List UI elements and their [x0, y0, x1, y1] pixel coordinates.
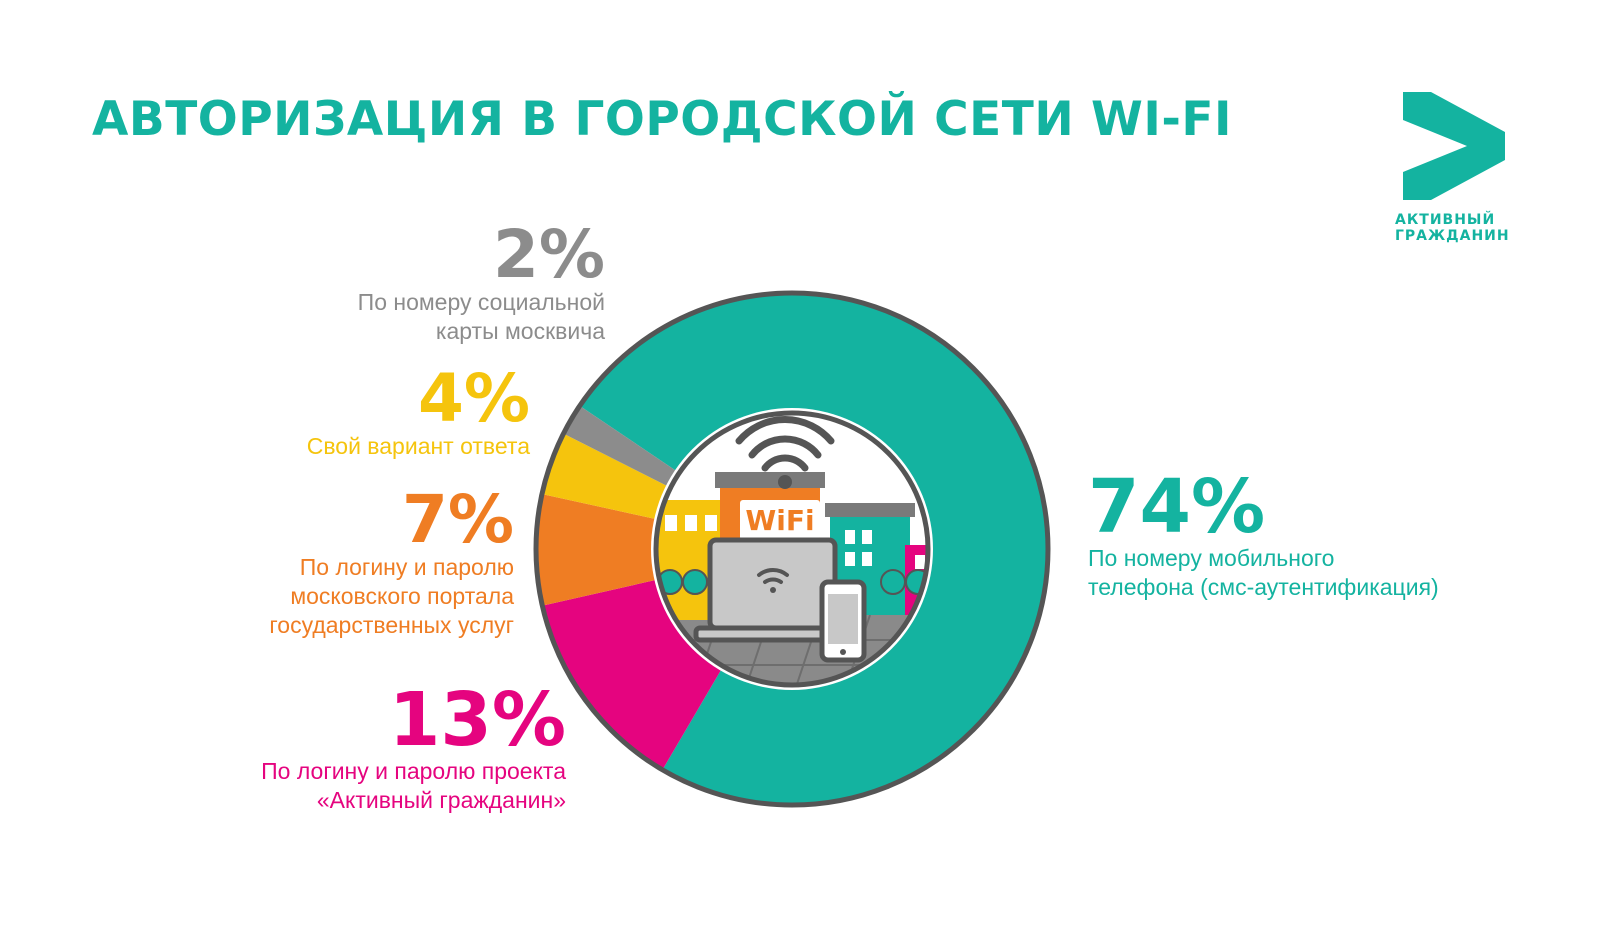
label-mobile-phone: 74% По номеру мобильного телефона (смс-а…	[1088, 470, 1568, 602]
desc-line: телефона (смс-аутентификация)	[1088, 574, 1439, 600]
logo-text: АКТИВНЫЙ ГРАЖДАНИН	[1395, 212, 1510, 244]
desc-line: карты москвича	[435, 318, 605, 344]
wifi-sign-text: WiFi	[745, 504, 814, 537]
desc-line: государственных услуг	[269, 612, 514, 638]
desc-line: Свой вариант ответа	[306, 433, 530, 459]
desc-gosuslugi: По логину и паролю московского портала г…	[0, 553, 514, 640]
desc-line: московского портала	[290, 583, 514, 609]
label-active-citizen: 13% По логину и паролю проекта «Активный…	[0, 683, 566, 815]
pct-gosuslugi: 7%	[401, 481, 514, 558]
wifi-illustration-icon: WiFi	[653, 410, 931, 688]
desc-line: По номеру мобильного	[1088, 545, 1335, 571]
logo-line-2: ГРАЖДАНИН	[1395, 228, 1510, 244]
label-gosuslugi: 7% По логину и паролю московского портал…	[0, 487, 514, 640]
pct-social-card: 2%	[492, 216, 605, 293]
pct-own-answer: 4%	[417, 360, 530, 437]
desc-mobile-phone: По номеру мобильного телефона (смс-аутен…	[1088, 544, 1568, 602]
desc-line: По логину и паролю проекта	[261, 758, 566, 784]
label-own-answer: 4% Свой вариант ответа	[0, 366, 530, 461]
pct-active-citizen: 13%	[388, 677, 566, 763]
desc-line: По номеру социальной	[357, 289, 605, 315]
logo-line-1: АКТИВНЫЙ	[1395, 212, 1496, 228]
desc-social-card: По номеру социальной карты москвича	[0, 288, 605, 346]
donut-outline	[533, 290, 1051, 808]
label-social-card: 2% По номеру социальной карты москвича	[0, 222, 605, 346]
pct-mobile-phone: 74%	[1088, 464, 1266, 550]
desc-active-citizen: По логину и паролю проекта «Активный гра…	[0, 757, 566, 815]
desc-line: По логину и паролю	[299, 554, 514, 580]
desc-line: «Активный гражданин»	[316, 787, 566, 813]
desc-own-answer: Свой вариант ответа	[0, 432, 530, 461]
page-title: АВТОРИЗАЦИЯ В ГОРОДСКОЙ СЕТИ WI-FI	[92, 92, 1232, 147]
logo-icon	[1403, 92, 1505, 200]
